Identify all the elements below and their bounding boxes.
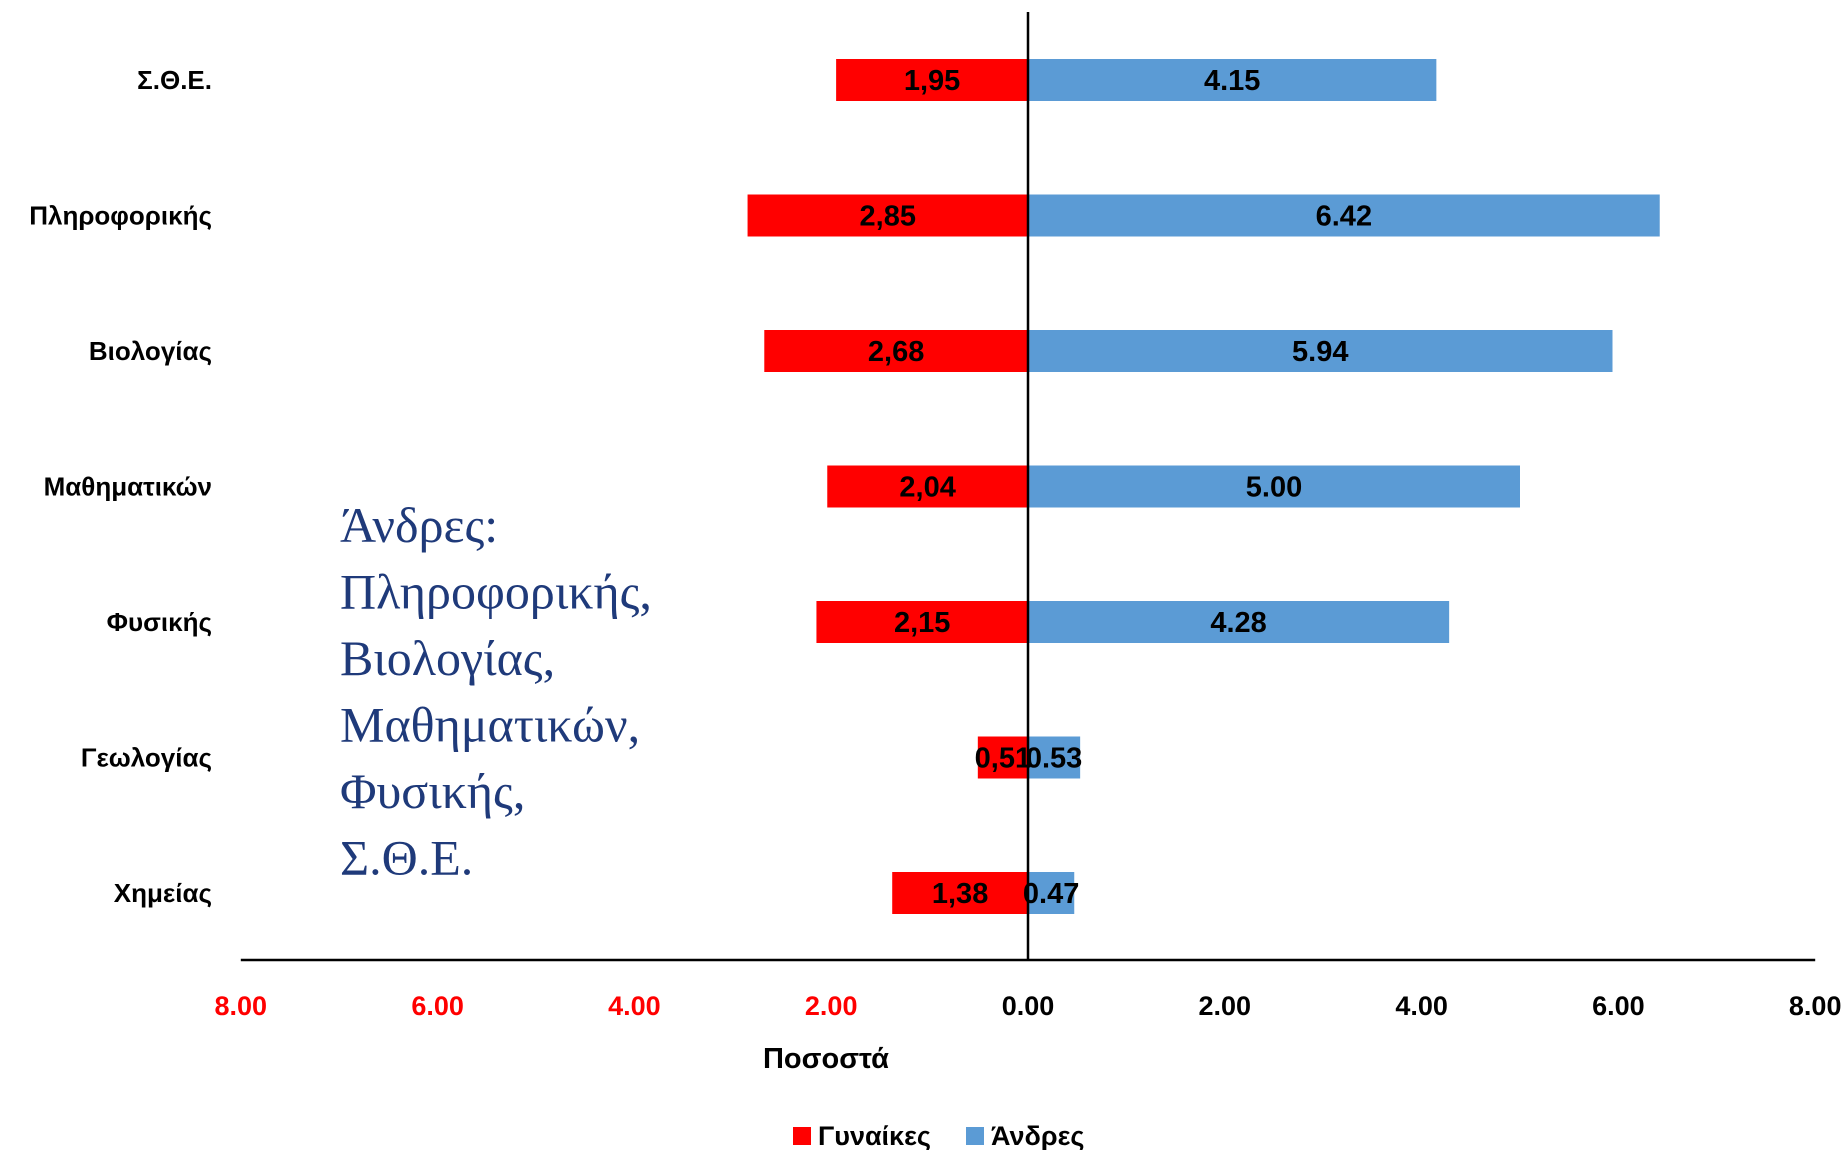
bar-men — [1028, 465, 1520, 508]
data-label-men: 4.15 — [1204, 65, 1260, 97]
bar-women — [764, 330, 1028, 372]
data-label-women: 2,15 — [894, 607, 950, 639]
annotation-line: Φυσικής, — [340, 763, 525, 819]
bar-women — [816, 601, 1028, 643]
data-label-women: 1,95 — [904, 65, 960, 97]
data-label-men: 0.47 — [1023, 878, 1079, 910]
bar-men — [1028, 59, 1437, 101]
data-label-men: 5.00 — [1246, 472, 1302, 504]
bar-men — [1028, 601, 1450, 643]
annotation-line: Σ.Θ.Ε. — [340, 830, 473, 886]
x-tick-label: 0.00 — [1002, 991, 1055, 1021]
x-tick-label: 8.00 — [1789, 991, 1842, 1021]
annotation-line: Πληροφορικής, — [340, 564, 652, 620]
x-tick-label: 2.00 — [805, 991, 858, 1021]
annotation-line: Μαθηματικών, — [340, 697, 640, 753]
bars-group — [747, 59, 1660, 914]
bar-men — [1028, 872, 1075, 914]
category-label: Μαθηματικών — [44, 472, 212, 502]
x-tick-label: 4.00 — [1395, 991, 1448, 1021]
bar-women — [892, 872, 1028, 914]
bar-women — [827, 465, 1028, 508]
axes-group: 8.00 6.00 4.00 2.00 0.00 2.00 4.00 6.00 8.00 — [215, 12, 1842, 1021]
data-label-women: 2,04 — [899, 472, 955, 504]
data-label-women: 2,68 — [868, 336, 924, 368]
bar-men — [1028, 736, 1081, 779]
legend-label: Γυναίκες — [818, 1121, 931, 1150]
data-label-women: 0,51 — [975, 743, 1031, 775]
category-label: Βιολογίας — [89, 336, 212, 366]
x-tick-label: 2.00 — [1199, 991, 1252, 1021]
x-tick-label: 8.00 — [215, 991, 268, 1021]
x-axis-title: Ποσοστά — [763, 1043, 889, 1075]
x-tick-label: 6.00 — [1592, 991, 1645, 1021]
category-label: Χημείας — [114, 878, 212, 908]
legend: Γυναίκες Άνδρες — [793, 1121, 1084, 1150]
legend-swatch — [966, 1127, 984, 1145]
category-label: Φυσικής — [107, 607, 212, 637]
category-label: Γεωλογίας — [81, 743, 212, 773]
annotation-text: Άνδρες: Πληροφορικής, Βιολογίας, Μαθηματικώ… — [340, 497, 652, 886]
legend-label: Άνδρες — [991, 1121, 1084, 1150]
data-label-men: 5.94 — [1292, 336, 1348, 368]
data-label-men: 0.53 — [1026, 743, 1082, 775]
bar-women — [836, 59, 1028, 101]
category-label: Σ.Θ.Ε. — [137, 65, 212, 95]
data-label-men: 4.28 — [1210, 607, 1266, 639]
category-label: Πληροφορικής — [29, 201, 212, 231]
bar-women — [747, 194, 1028, 237]
labels-group: Σ.Θ.Ε. 1,95 4.15 Πληροφορικής 2,85 6.42 Βιολογ… — [29, 65, 1372, 910]
annotation-line: Βιολογίας, — [340, 630, 555, 686]
bar-men — [1028, 330, 1613, 372]
legend-swatch — [793, 1127, 811, 1145]
bar-women — [977, 736, 1028, 779]
data-label-women: 2,85 — [860, 201, 916, 233]
bar-men — [1028, 194, 1660, 237]
annotation-line: Άνδρες: — [340, 497, 498, 553]
data-label-women: 1,38 — [932, 878, 988, 910]
data-label-men: 6.42 — [1316, 201, 1372, 233]
x-tick-label: 4.00 — [608, 991, 661, 1021]
x-tick-label: 6.00 — [411, 991, 464, 1021]
